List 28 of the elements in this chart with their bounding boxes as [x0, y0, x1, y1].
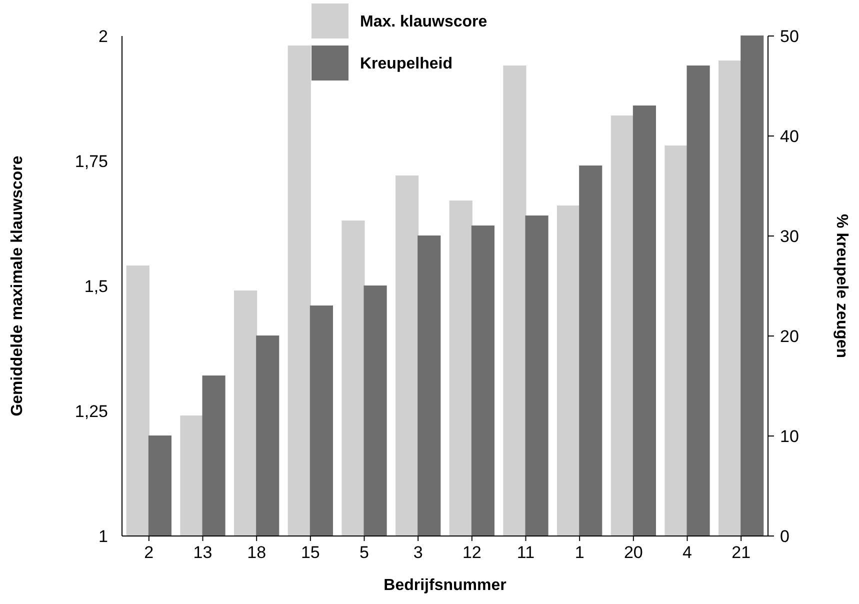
y-axis-title: Gemiddelde maximale klauwscore — [9, 156, 26, 416]
y2-tick-label: 0 — [780, 526, 790, 546]
y-tick-label: 1,75 — [74, 152, 108, 171]
x-tick-label: 12 — [462, 543, 482, 562]
y2-axis-title: % kreupele zeugen — [833, 214, 850, 358]
x-tick-label: 21 — [732, 543, 751, 562]
y2-tick-label: 50 — [780, 26, 799, 46]
x-tick-label: 15 — [300, 543, 320, 562]
y2-tick-label: 30 — [780, 226, 799, 246]
x-tick-label: 2 — [144, 543, 154, 562]
y-tick-label: 2 — [98, 26, 108, 46]
x-tick-label: 13 — [193, 543, 212, 562]
y-tick-label: 1 — [98, 526, 108, 546]
x-tick-label: 1 — [574, 543, 584, 562]
y-tick-label: 1,5 — [84, 276, 108, 296]
legend-label: Max. klauwscore — [360, 14, 488, 31]
x-tick-label: 4 — [682, 543, 692, 562]
legend-label: Kreupelheid — [360, 56, 452, 73]
x-tick-label: 5 — [360, 543, 369, 562]
y-tick-label: 1,25 — [74, 402, 108, 421]
x-axis-title: Bedrijfsnummer — [384, 577, 506, 594]
x-tick-label: 20 — [624, 543, 643, 562]
y2-tick-label: 40 — [780, 126, 799, 146]
y2-tick-label: 10 — [780, 426, 799, 446]
x-tick-label: 11 — [516, 543, 535, 562]
x-tick-label: 3 — [413, 543, 423, 562]
y2-tick-label: 20 — [780, 326, 799, 346]
x-tick-label: 18 — [247, 543, 266, 562]
